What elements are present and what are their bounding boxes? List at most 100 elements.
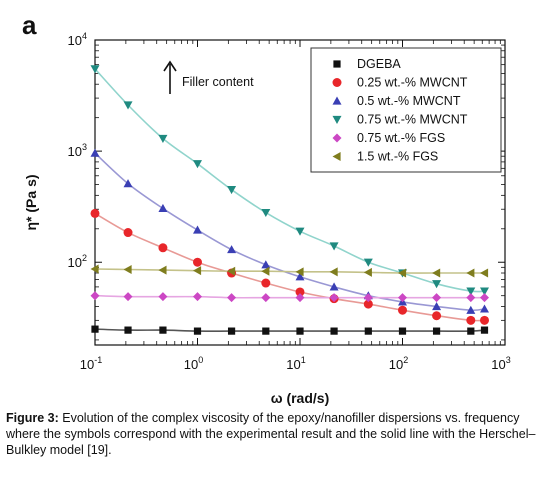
data-point xyxy=(158,203,168,213)
data-point xyxy=(480,315,490,325)
data-point xyxy=(123,292,133,302)
data-point xyxy=(261,293,271,303)
data-point xyxy=(261,260,271,269)
data-point xyxy=(363,258,373,267)
data-point xyxy=(432,280,442,289)
data-point xyxy=(158,292,168,302)
data-point xyxy=(466,268,475,278)
data-point xyxy=(329,242,339,251)
data-point xyxy=(193,225,202,234)
data-point xyxy=(296,327,304,335)
data-point xyxy=(329,267,338,277)
legend-label: 0.5 wt.-% MWCNT xyxy=(357,94,461,108)
legend-box xyxy=(310,47,502,173)
data-point xyxy=(90,148,100,157)
data-markers xyxy=(90,65,490,335)
data-point xyxy=(295,287,305,297)
x-tick-label: 103 xyxy=(491,355,510,372)
legend-marker xyxy=(332,133,342,143)
legend-label: 0.25 wt.-% MWCNT xyxy=(357,76,468,90)
x-axis-label: ω (rad/s) xyxy=(271,390,330,406)
data-point xyxy=(398,305,407,315)
legend-marker xyxy=(332,115,342,124)
x-tick-label: 10-1 xyxy=(80,355,102,372)
axis-labels: 10-1 100 101 102 103 102 103 104 ω (rad/s) η* (Pa… xyxy=(23,31,511,406)
data-point xyxy=(123,179,133,188)
data-point xyxy=(295,227,305,236)
legend-label: 1.5 wt.-% FGS xyxy=(357,150,438,164)
data-point xyxy=(158,134,168,143)
data-point xyxy=(90,264,99,274)
model-curve xyxy=(94,328,485,332)
data-point xyxy=(398,268,407,278)
data-point xyxy=(193,327,202,335)
legend-marker xyxy=(333,60,341,68)
data-point xyxy=(158,243,168,253)
legend-marker xyxy=(332,96,342,105)
data-point xyxy=(123,101,133,110)
legend: DGEBA 0.25 wt.-% MWCNT 0.5 wt.-% MWCNT 0.75… xyxy=(310,47,502,173)
caption-text: Evolution of the complex viscosity of th… xyxy=(6,411,536,457)
data-point xyxy=(364,327,372,335)
legend-label: 0.75 wt.-% FGS xyxy=(357,131,445,145)
data-point xyxy=(329,282,339,291)
data-point xyxy=(227,293,237,303)
viscosity-chart: 10-1 100 101 102 103 102 103 104 ω (rad/s) η* (Pa… xyxy=(23,31,511,406)
data-point xyxy=(432,268,441,278)
data-point xyxy=(295,267,304,277)
data-point xyxy=(432,327,441,335)
legend-marker xyxy=(332,152,341,161)
data-point xyxy=(432,293,442,303)
panel-label: a xyxy=(22,10,37,40)
model-curve xyxy=(94,294,485,299)
data-point xyxy=(295,272,305,281)
filler-annotation: Filler content xyxy=(163,60,254,94)
data-point xyxy=(227,186,237,195)
model-curve xyxy=(94,268,485,274)
data-point xyxy=(432,301,442,311)
y-tick-label: 104 xyxy=(68,31,87,48)
data-point xyxy=(261,266,270,276)
data-point xyxy=(363,293,373,303)
model-curve xyxy=(94,152,485,312)
x-tick-label: 101 xyxy=(286,355,305,372)
data-point xyxy=(466,293,476,303)
arrow-head-icon xyxy=(163,60,177,72)
data-point xyxy=(480,268,489,278)
data-point xyxy=(466,305,476,314)
data-point xyxy=(90,291,100,301)
legend-label: DGEBA xyxy=(357,57,401,71)
data-point xyxy=(193,266,202,276)
data-point xyxy=(193,257,202,267)
plot-frame xyxy=(94,39,506,346)
data-point xyxy=(90,208,100,218)
y-axis-label: η* (Pa s) xyxy=(23,174,39,230)
x-tick-label: 100 xyxy=(184,355,203,372)
data-point xyxy=(261,208,271,218)
data-point xyxy=(466,315,476,325)
data-point xyxy=(480,287,490,296)
data-point xyxy=(467,327,475,335)
data-point xyxy=(295,293,305,303)
data-point xyxy=(227,327,236,335)
legend-marker xyxy=(332,78,342,87)
data-point xyxy=(193,160,202,169)
data-point xyxy=(91,325,99,333)
data-point xyxy=(398,293,407,303)
data-point xyxy=(193,292,202,302)
data-point xyxy=(159,326,167,334)
data-point xyxy=(227,245,237,254)
data-point xyxy=(261,278,271,288)
data-point xyxy=(480,326,489,334)
caption-label: Figure 3: xyxy=(6,411,59,425)
y-tick-label: 102 xyxy=(68,253,87,270)
x-tick-label: 102 xyxy=(389,355,408,372)
annotation-text: Filler content xyxy=(182,75,254,89)
data-point xyxy=(158,265,167,275)
data-point xyxy=(363,267,372,277)
data-point xyxy=(432,311,442,321)
data-point xyxy=(363,299,373,309)
data-point xyxy=(466,287,476,296)
legend-label: 0.75 wt.-% MWCNT xyxy=(357,113,468,127)
data-point xyxy=(123,265,132,275)
